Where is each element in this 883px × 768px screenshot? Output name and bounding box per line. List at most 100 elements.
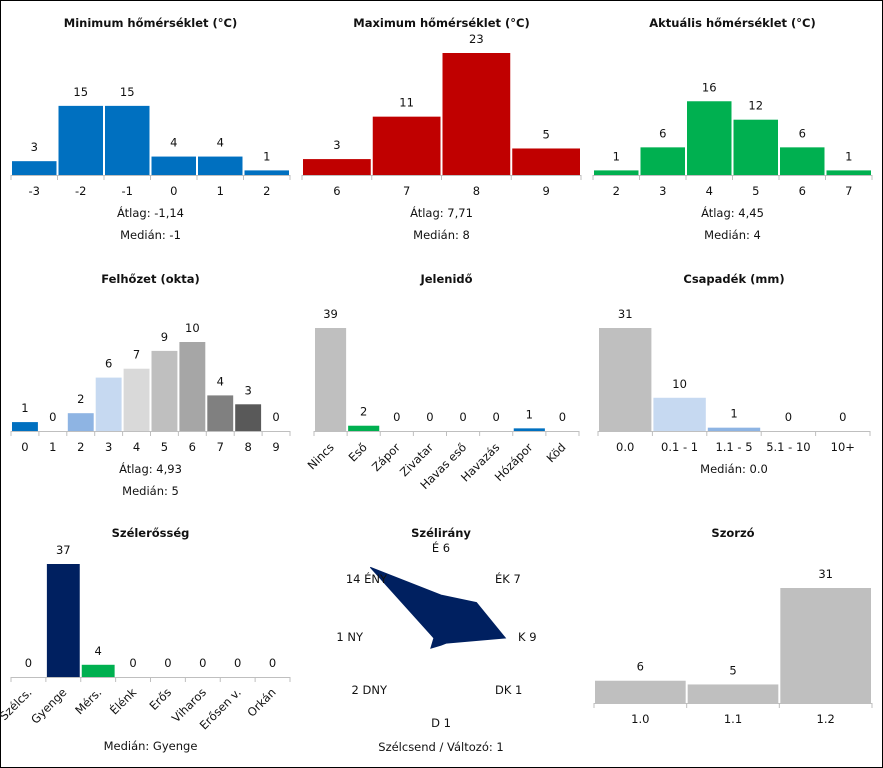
- tick-label: 0: [170, 184, 177, 198]
- chart-panel-4: Felhőzet (okta)100122637495106473809Átla…: [10, 272, 291, 498]
- tick-label: 7: [845, 184, 852, 198]
- data-label: 11: [399, 96, 414, 110]
- bar: [12, 161, 57, 175]
- tick-label: Eső: [346, 440, 370, 464]
- bar: [105, 105, 150, 175]
- bar: [599, 328, 652, 431]
- chart-title: Maximum hőmérséklet (°C): [353, 16, 530, 30]
- bar: [640, 147, 685, 175]
- bar: [95, 377, 122, 431]
- stat-line: Átlag: 7,71: [410, 205, 473, 220]
- data-label: 10: [185, 321, 200, 335]
- tick-label: Erős: [146, 685, 174, 713]
- data-label: 0: [272, 410, 279, 424]
- data-label: 0: [49, 410, 56, 424]
- data-label: 0: [199, 656, 206, 670]
- data-label: 2: [77, 392, 84, 406]
- bar: [826, 170, 871, 175]
- bar: [151, 156, 196, 175]
- tick-label: 7: [403, 184, 410, 198]
- bar: [594, 170, 639, 175]
- chart-title: Minimum hőmérséklet (°C): [64, 16, 237, 30]
- bar: [58, 105, 103, 175]
- stat-line: Átlag: 4,93: [119, 461, 182, 476]
- data-label: 0: [785, 410, 792, 424]
- data-label: 0: [269, 656, 276, 670]
- tick-label: 3: [105, 440, 112, 454]
- tick-label: 5: [752, 184, 759, 198]
- bar: [733, 119, 778, 175]
- bar: [348, 425, 380, 431]
- data-label: 39: [323, 307, 338, 321]
- data-label: 15: [120, 85, 135, 99]
- tick-label: 6: [333, 184, 340, 198]
- tick-label: -3: [29, 184, 40, 198]
- data-label: 3: [244, 383, 251, 397]
- data-label: 1: [263, 149, 270, 163]
- data-label: 1: [21, 401, 28, 415]
- bar: [207, 395, 234, 431]
- tick-label: 1: [217, 184, 224, 198]
- data-label: 0: [25, 656, 32, 670]
- chart-title: Szorzó: [711, 526, 754, 540]
- chart-panel-5: Jelenidő39Nincs2Eső0Zápor0Zivatar0Havas …: [305, 272, 580, 492]
- stat-line: Medián: 0.0: [700, 462, 768, 476]
- data-label: 0: [426, 410, 433, 424]
- direction-label: É 6: [432, 540, 450, 555]
- bar: [707, 427, 761, 431]
- data-label: 10: [672, 377, 687, 391]
- chart-title: Csapadék (mm): [683, 272, 784, 286]
- data-label: 12: [748, 99, 763, 113]
- wind-direction-rose: [369, 566, 507, 649]
- chart-panel-7: Szélerősség0Szélcs.37Gyenge4Mérs.0Élénk0…: [0, 526, 291, 753]
- tick-label: 9: [542, 184, 549, 198]
- tick-label: 4: [706, 184, 713, 198]
- bar: [442, 53, 511, 175]
- tick-label: 5: [161, 440, 168, 454]
- tick-label: 8: [244, 440, 251, 454]
- data-label: 31: [618, 307, 633, 321]
- bar: [513, 428, 545, 431]
- tick-label: 1.0: [631, 712, 649, 726]
- tick-label: 0.0: [616, 440, 634, 454]
- chart-panel-2: Maximum hőmérséklet (°C) 3 6 11 7 23 8 5 9 Átlag:…: [301, 16, 582, 242]
- bar: [12, 422, 38, 431]
- bar: [315, 328, 347, 431]
- bar: [244, 170, 289, 175]
- tick-label: 7: [217, 440, 224, 454]
- data-label: 5: [542, 127, 549, 141]
- tick-label: 1.1 - 5: [715, 440, 752, 454]
- data-label: 0: [164, 656, 171, 670]
- tick-label: 5.1 - 10: [766, 440, 810, 454]
- data-label: 37: [56, 543, 71, 557]
- stat-line: Medián: 4: [704, 228, 761, 242]
- stat-line: Medián: 8: [413, 228, 470, 242]
- bar: [780, 147, 825, 175]
- data-label: 31: [818, 567, 833, 581]
- data-label: 6: [799, 126, 806, 140]
- tick-label: 2: [613, 184, 620, 198]
- bar: [512, 148, 580, 175]
- data-label: 1: [613, 149, 620, 163]
- bar: [780, 588, 871, 703]
- bar: [81, 664, 115, 677]
- chart-panel-1: Minimum hőmérséklet (°C) 3 -3 15 -2 15 -1 4 0 4 1 1…: [10, 16, 291, 242]
- tick-label: 1: [49, 440, 56, 454]
- data-label: 4: [170, 136, 177, 150]
- data-label: 15: [73, 85, 88, 99]
- bar: [46, 564, 80, 677]
- data-label: 4: [217, 374, 224, 388]
- data-label: 1: [845, 149, 852, 163]
- data-label: 4: [217, 136, 224, 150]
- data-label: 16: [702, 80, 717, 94]
- bar: [687, 101, 732, 175]
- tick-label: 3: [659, 184, 666, 198]
- tick-label: 2: [77, 440, 84, 454]
- chart-title: Szélirány: [411, 526, 471, 540]
- data-label: 9: [161, 330, 168, 344]
- tick-label: 0.1 - 1: [661, 440, 698, 454]
- bar: [303, 159, 371, 175]
- data-label: 0: [839, 410, 846, 424]
- tick-label: -2: [75, 184, 86, 198]
